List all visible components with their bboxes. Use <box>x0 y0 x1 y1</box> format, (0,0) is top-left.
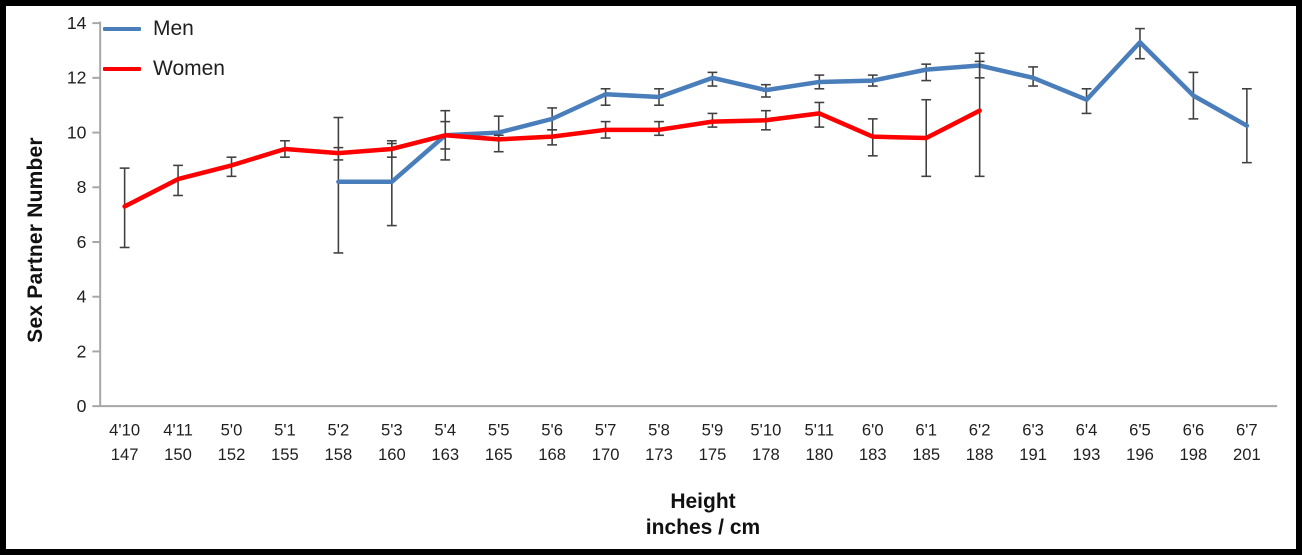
x-tick-label-inches: 4'10 <box>109 421 140 440</box>
x-tick-label-cm: 196 <box>1126 445 1154 464</box>
x-tick-label-cm: 188 <box>966 445 994 464</box>
x-tick-label-cm: 175 <box>699 445 727 464</box>
x-tick-label-inches: 4'11 <box>163 421 193 440</box>
x-tick-label-cm: 170 <box>592 445 620 464</box>
x-tick-label-inches: 6'2 <box>969 421 991 440</box>
x-tick-label-inches: 5'11 <box>804 421 834 440</box>
x-tick-label-inches: 5'1 <box>274 421 296 440</box>
x-tick-label-inches: 6'7 <box>1236 421 1258 440</box>
x-tick-label-cm: 152 <box>218 445 246 464</box>
x-tick-label-cm: 160 <box>378 445 406 464</box>
x-tick-label-inches: 6'5 <box>1129 421 1151 440</box>
x-tick-label-cm: 155 <box>271 445 299 464</box>
x-tick-label-cm: 173 <box>645 445 673 464</box>
x-tick-label-cm: 147 <box>111 445 139 464</box>
y-tick-label: 4 <box>77 287 87 307</box>
x-tick-label-inches: 5'7 <box>595 421 617 440</box>
x-tick-label-cm: 150 <box>164 445 192 464</box>
x-tick-label-inches: 6'0 <box>862 421 884 440</box>
x-tick-label-cm: 158 <box>325 445 353 464</box>
y-tick-label: 14 <box>67 13 87 33</box>
legend-item-men: Men <box>103 18 225 39</box>
legend-item-women: Women <box>103 58 225 79</box>
x-tick-label-inches: 6'6 <box>1183 421 1205 440</box>
y-axis-title: Sex Partner Number <box>24 137 47 343</box>
x-tick-label-cm: 185 <box>912 445 940 464</box>
x-tick-label-inches: 5'9 <box>702 421 724 440</box>
x-tick-label-cm: 198 <box>1180 445 1208 464</box>
x-tick-label-inches: 5'4 <box>434 421 456 440</box>
error-bars-women <box>119 60 985 249</box>
x-tick-label-inches: 6'1 <box>915 421 937 440</box>
x-tick-label-cm: 165 <box>485 445 513 464</box>
y-tick-label: 8 <box>77 177 87 197</box>
x-axis-title-units: inches / cm <box>645 516 761 539</box>
legend: Men Women <box>103 18 225 79</box>
x-tick-label-inches: 6'4 <box>1076 421 1098 440</box>
x-tick-label-cm: 183 <box>859 445 887 464</box>
x-tick-label-inches: 5'6 <box>541 421 563 440</box>
x-tick-label-inches: 5'3 <box>381 421 403 440</box>
y-tick-label: 0 <box>77 396 87 416</box>
x-tick-label-cm: 168 <box>538 445 566 464</box>
x-tick-label-cm: 180 <box>805 445 833 464</box>
x-tick-label-inches: 5'0 <box>221 421 243 440</box>
x-tick-label-cm: 193 <box>1073 445 1101 464</box>
x-tick-label-inches: 5'8 <box>648 421 670 440</box>
x-tick-label-cm: 178 <box>752 445 780 464</box>
series-line-women <box>122 108 982 209</box>
y-tick-label: 12 <box>67 68 87 88</box>
y-tick-label: 10 <box>67 122 87 142</box>
error-bars-men <box>333 27 1252 254</box>
men-line-swatch <box>103 26 141 31</box>
y-tick-label: 2 <box>77 341 87 361</box>
y-tick-label: 6 <box>77 232 87 252</box>
chart-canvas: 0 2 4 6 8 10 12 14 4'10 147 4'11 150 5'0 152 5'1 155 5'2… <box>67 13 1278 464</box>
legend-label-women: Women <box>153 57 225 80</box>
x-axis-title: Height inches / cm <box>473 490 933 540</box>
x-tick-label-cm: 163 <box>431 445 459 464</box>
x-tick-label-cm: 201 <box>1233 445 1261 464</box>
legend-label-men: Men <box>153 17 194 40</box>
x-tick-label-inches: 5'2 <box>328 421 350 440</box>
series-line-men <box>336 40 1250 185</box>
women-line-swatch <box>103 66 141 71</box>
x-axis-title-main: Height <box>670 490 736 513</box>
x-tick-label-cm: 191 <box>1019 445 1047 464</box>
x-tick-label-inches: 5'10 <box>750 421 781 440</box>
x-tick-label-inches: 6'3 <box>1022 421 1044 440</box>
x-tick-label-inches: 5'5 <box>488 421 510 440</box>
